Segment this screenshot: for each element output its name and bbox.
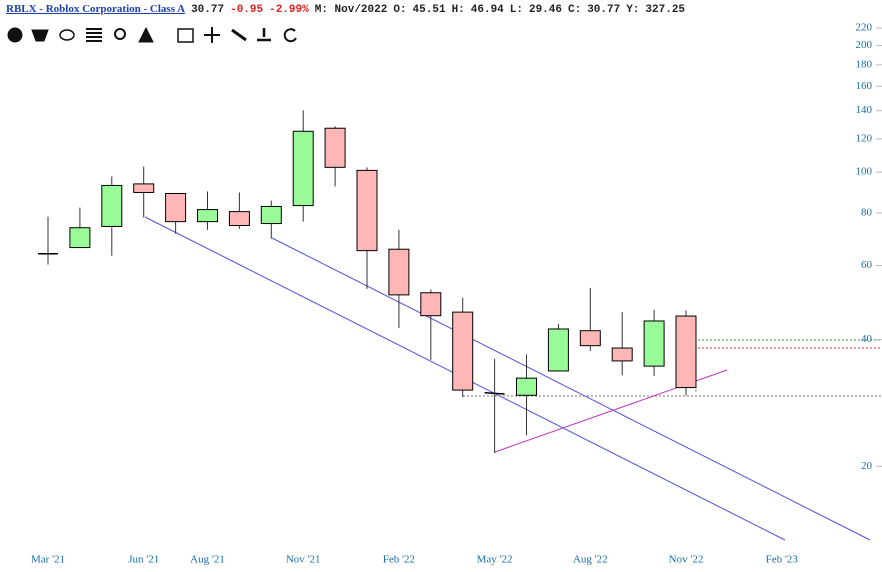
refresh-icon[interactable] (283, 28, 297, 43)
candle-body (611, 347, 633, 362)
x-tick-label: Nov '22 (669, 554, 704, 566)
comment-icon[interactable] (59, 29, 75, 41)
header-item: C: (568, 4, 582, 16)
header-item: -0.95 (230, 4, 264, 16)
header-item: 45.51 (412, 4, 446, 16)
candle-body (579, 330, 601, 347)
candle-body (452, 311, 474, 391)
y-tick-label: 180 (856, 58, 873, 70)
y-tick-label: 80 (861, 207, 873, 219)
x-tick-label: Jun '21 (128, 554, 159, 566)
header-item: 327.25 (645, 4, 686, 16)
candle-body (356, 169, 378, 252)
candle-body (547, 328, 569, 372)
candle-body (388, 248, 410, 296)
header-item: Y: (626, 4, 640, 16)
candle-body (133, 183, 155, 193)
candle-body (69, 227, 91, 249)
candle-body (675, 315, 697, 389)
header-item: L: (509, 4, 523, 16)
x-tick-label: Feb '23 (766, 554, 799, 566)
download-icon[interactable] (257, 28, 271, 42)
candle-body (165, 192, 187, 223)
list-icon[interactable] (86, 28, 102, 42)
x-tick-label: Aug '22 (573, 554, 608, 566)
y-tick-label: 200 (856, 39, 873, 51)
y-tick-label: 60 (861, 259, 873, 271)
candle-body (101, 184, 123, 227)
y-tick-label: 20 (861, 460, 873, 472)
y-tick-label: 40 (861, 333, 873, 345)
link-icon[interactable] (231, 28, 247, 42)
x-tick-label: May '22 (477, 554, 513, 566)
header-item: M: Nov/2022 (314, 4, 388, 16)
move-icon[interactable] (204, 27, 220, 43)
candle-body (420, 292, 442, 317)
header-item: O: (393, 4, 407, 16)
search-icon[interactable] (114, 28, 126, 40)
trend-line (271, 237, 871, 541)
quote-header: RBLX - Roblox Corporation - Class A 30.77… (6, 3, 691, 16)
twitter-icon[interactable] (31, 29, 49, 42)
y-tick-label: 220 (856, 22, 873, 34)
header-item[interactable]: RBLX - Roblox Corporation - Class A (6, 3, 186, 15)
y-tick-label: 160 (856, 80, 873, 92)
candle-body (228, 211, 250, 226)
y-tick-label: 140 (856, 104, 873, 116)
candle-body (324, 127, 346, 168)
candle-body (643, 320, 665, 367)
toolbar (7, 26, 297, 43)
header-item: -2.99% (269, 4, 309, 16)
x-tick-label: Mar '21 (31, 554, 65, 566)
candle-body (292, 130, 314, 207)
calendar-icon[interactable] (177, 28, 194, 43)
header-item: 46.94 (470, 4, 504, 16)
header-item: 30.77 (587, 4, 621, 16)
header-item: H: (451, 4, 465, 16)
candle-body (516, 377, 537, 396)
drawings (144, 216, 882, 541)
header-item: 30.77 (191, 4, 225, 16)
x-tick-label: Aug '21 (190, 554, 225, 566)
dashboard-icon[interactable] (7, 27, 23, 43)
y-tick-label: 120 (856, 132, 873, 144)
header-item: 29.46 (528, 4, 562, 16)
triangle-icon[interactable] (138, 26, 154, 43)
candle-body (260, 205, 282, 225)
x-tick-label: Feb '22 (383, 554, 415, 566)
y-tick-label: 100 (856, 166, 873, 178)
candle-body (484, 392, 505, 395)
candle-body (197, 209, 218, 223)
x-tick-label: Nov '21 (286, 554, 321, 566)
